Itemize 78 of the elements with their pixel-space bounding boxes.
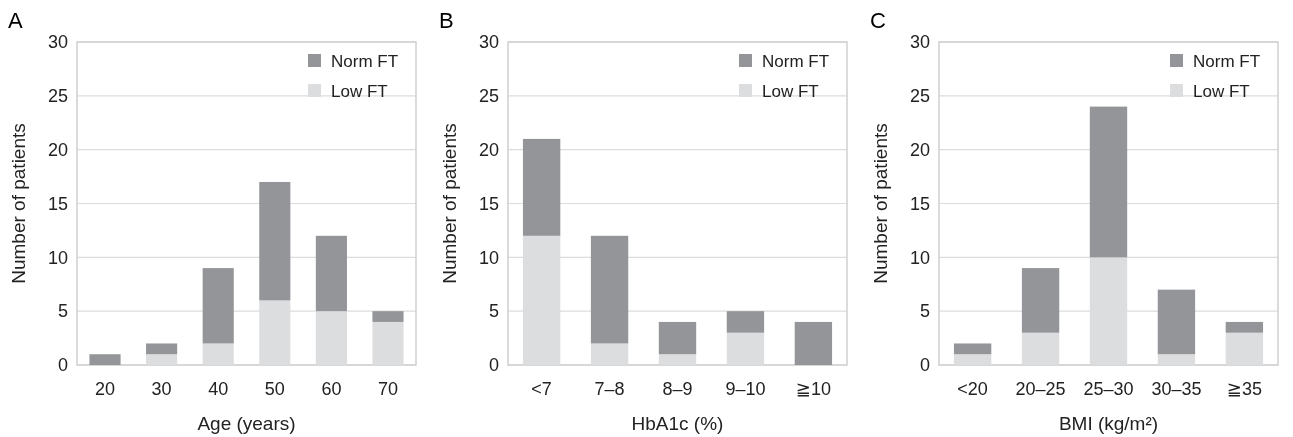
- y-tick-label: 20: [47, 139, 68, 160]
- y-tick-label: 25: [478, 86, 499, 107]
- y-tick-label: 5: [488, 301, 499, 322]
- x-tick-label: 9–10: [725, 379, 766, 399]
- y-tick-label: 15: [478, 193, 499, 214]
- y-tick-label: 30: [478, 32, 499, 53]
- x-tick-label: 30–35: [1151, 379, 1202, 399]
- legend-label: Norm FT: [1193, 51, 1261, 71]
- x-tick-label: 25–30: [1083, 379, 1134, 399]
- legend-label: Low FT: [762, 81, 819, 101]
- bar: [658, 354, 697, 365]
- bar: [726, 311, 765, 333]
- bar: [146, 354, 178, 365]
- x-tick-label: 50: [264, 379, 285, 399]
- bar: [1021, 268, 1060, 333]
- legend-label: Low FT: [331, 81, 388, 101]
- x-tick-label: ≧10: [795, 379, 831, 399]
- x-tick-label: 30: [151, 379, 172, 399]
- x-tick-label: 8–9: [662, 379, 693, 399]
- bar: [1089, 106, 1128, 258]
- y-tick-label: 5: [919, 301, 930, 322]
- legend-label: Norm FT: [331, 51, 399, 71]
- y-tick-label: 15: [47, 193, 68, 214]
- bar: [1225, 321, 1264, 333]
- y-tick-label: 0: [488, 355, 499, 376]
- bar: [372, 321, 404, 365]
- y-axis-title: Number of patients: [439, 123, 460, 284]
- y-tick-label: 20: [909, 139, 930, 160]
- x-tick-label: <20: [957, 379, 988, 399]
- x-tick-label: 7–8: [594, 379, 625, 399]
- bar: [315, 235, 347, 312]
- y-axis-title: Number of patients: [870, 123, 891, 284]
- bar: [146, 343, 178, 355]
- bar: [794, 321, 833, 365]
- y-axis-title: Number of patients: [8, 123, 29, 284]
- x-tick-label: 60: [321, 379, 342, 399]
- y-tick-label: 5: [57, 301, 68, 322]
- bar: [202, 268, 234, 344]
- legend-label: Low FT: [1193, 81, 1250, 101]
- chart-title: B: [439, 8, 454, 33]
- bar: [590, 343, 629, 365]
- y-tick-label: 10: [47, 247, 68, 268]
- x-axis-title: BMI (kg/m²): [1058, 413, 1159, 434]
- bar: [522, 138, 561, 236]
- bar: [953, 354, 992, 365]
- x-tick-label: 70: [377, 379, 398, 399]
- bar: [89, 354, 121, 365]
- bar: [953, 343, 992, 355]
- bar: [590, 235, 629, 344]
- y-tick-label: 30: [909, 32, 930, 53]
- bar: [1021, 332, 1060, 365]
- x-axis-title: Age (years): [197, 413, 296, 434]
- x-tick-label: 20: [95, 379, 116, 399]
- y-tick-label: 30: [47, 32, 68, 53]
- bar: [1157, 354, 1196, 365]
- legend-label: Norm FT: [762, 51, 830, 71]
- bar: [726, 332, 765, 365]
- x-tick-label: 40: [208, 379, 229, 399]
- y-tick-label: 25: [47, 86, 68, 107]
- x-tick-label: ≧35: [1226, 379, 1262, 399]
- bar: [658, 321, 697, 355]
- y-tick-label: 0: [919, 355, 930, 376]
- bar: [372, 311, 404, 322]
- y-tick-label: 10: [478, 247, 499, 268]
- y-tick-label: 10: [909, 247, 930, 268]
- chart-title: A: [8, 8, 23, 33]
- y-tick-label: 15: [909, 193, 930, 214]
- bar: [1157, 289, 1196, 355]
- bar: [1225, 332, 1264, 365]
- y-tick-label: 0: [57, 355, 68, 376]
- y-tick-label: 25: [909, 86, 930, 107]
- y-tick-label: 20: [478, 139, 499, 160]
- bar: [259, 181, 291, 301]
- bar: [202, 343, 234, 365]
- x-axis-title: HbA1c (%): [631, 413, 724, 434]
- chart-title: C: [870, 8, 886, 33]
- x-tick-label: <7: [531, 379, 552, 399]
- x-tick-label: 20–25: [1015, 379, 1066, 399]
